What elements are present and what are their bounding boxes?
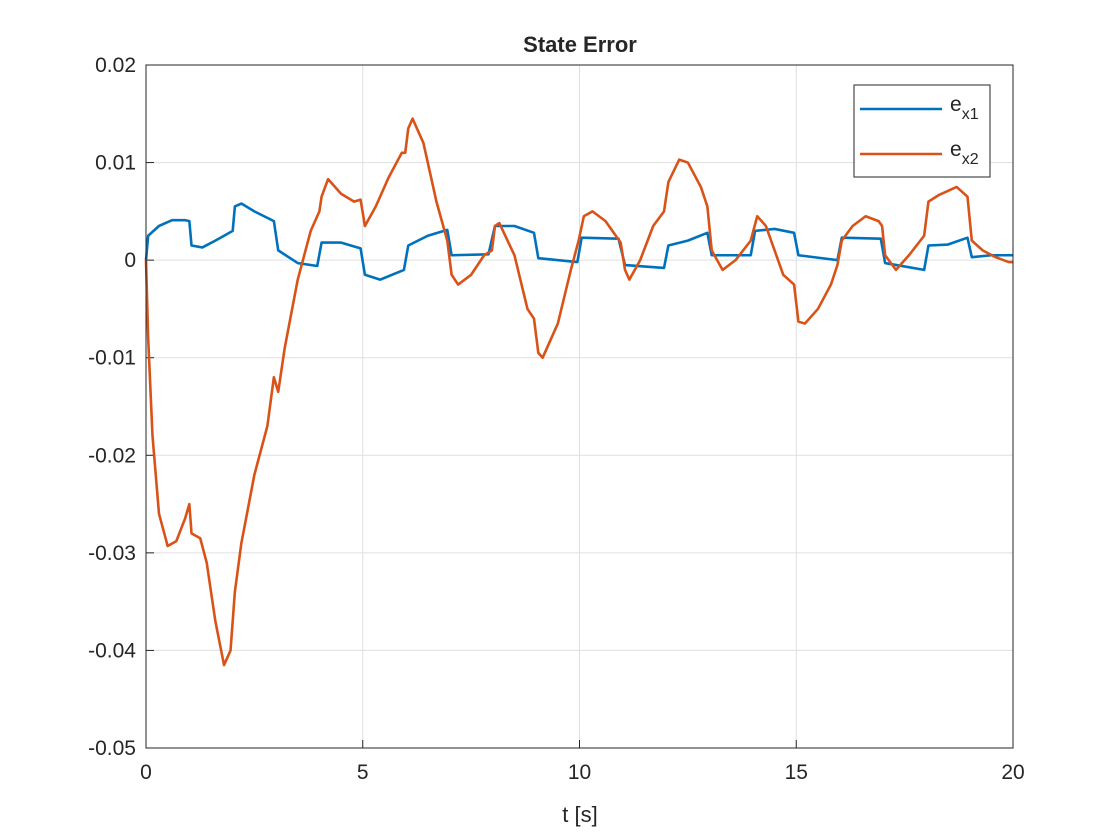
- legend-label: ex1: [950, 93, 979, 123]
- y-tick-label: -0.04: [88, 639, 136, 662]
- x-axis-label: t [s]: [562, 802, 597, 827]
- x-tick-label: 20: [1001, 761, 1024, 784]
- axes-box: [145, 64, 1014, 749]
- y-tick-label: 0.02: [95, 54, 136, 77]
- y-tick-label: -0.03: [88, 542, 136, 565]
- y-tick-label: -0.05: [88, 737, 136, 760]
- y-tick-label: -0.01: [88, 347, 136, 370]
- series-line: [144, 117, 1013, 667]
- x-tick-label: 0: [140, 761, 152, 784]
- legend-box: [853, 84, 991, 178]
- x-tick-label: 5: [357, 761, 369, 784]
- y-tick-label: -0.02: [88, 444, 136, 467]
- chart-title: State Error: [523, 32, 637, 57]
- y-tick-label: 0: [124, 249, 136, 272]
- x-tick-label: 15: [785, 761, 808, 784]
- x-tick-label: 10: [568, 761, 591, 784]
- y-tick-label: 0.01: [95, 152, 136, 175]
- legend-label: ex2: [950, 138, 979, 168]
